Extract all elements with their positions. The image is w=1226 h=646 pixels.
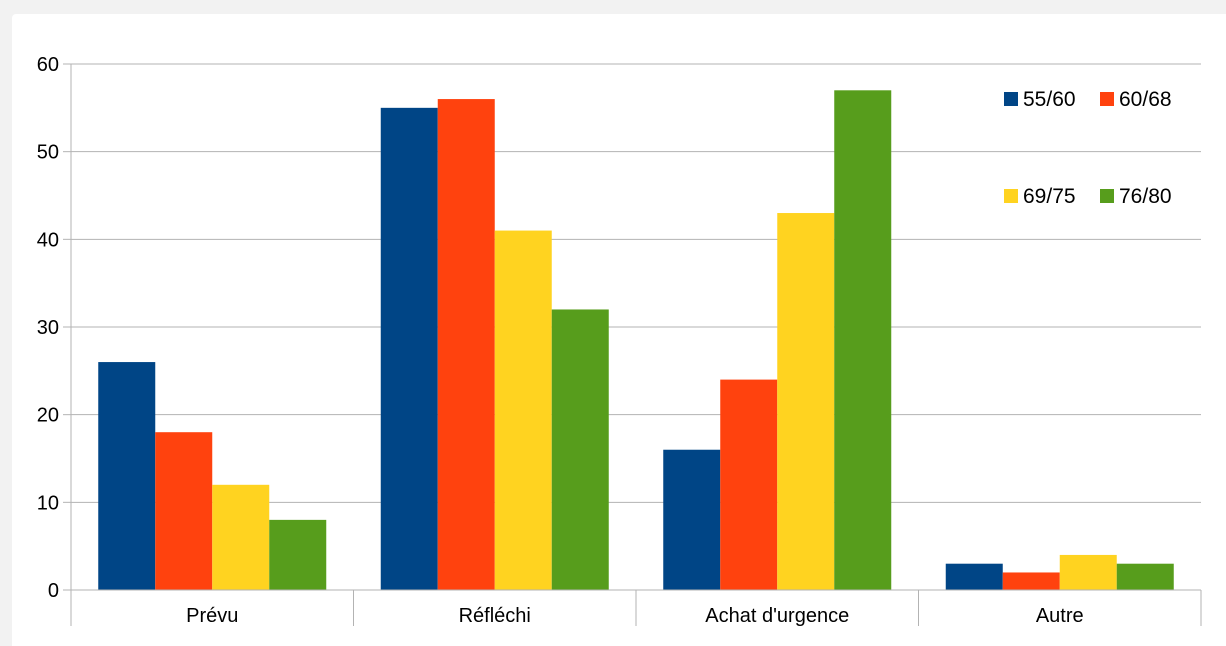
x-category-label: Réfléchi <box>459 605 531 627</box>
bars <box>98 90 1174 591</box>
bar <box>155 432 213 590</box>
bar <box>380 107 438 590</box>
legend-swatch <box>1100 92 1114 106</box>
bar <box>437 99 495 591</box>
legend-label: 60/68 <box>1119 88 1172 111</box>
bar <box>551 309 609 590</box>
legend-swatch <box>1100 189 1114 203</box>
axes <box>63 63 1202 626</box>
bar <box>663 449 721 590</box>
x-category-label: Prévu <box>186 605 238 627</box>
gridlines <box>71 63 1201 503</box>
y-tick-labels: 0 10 20 30 40 50 60 <box>37 54 59 602</box>
bar <box>1002 572 1060 590</box>
bar <box>269 519 327 590</box>
bar <box>1059 554 1117 590</box>
bar <box>777 213 835 591</box>
bar <box>834 90 892 591</box>
legend-label: 76/80 <box>1119 185 1172 208</box>
y-tick-label: 10 <box>37 492 59 514</box>
bar <box>1116 563 1174 590</box>
legend-item: 76/80 <box>1100 185 1172 208</box>
bar <box>212 484 270 590</box>
x-category-labels: Prévu Réfléchi Achat d'urgence Autre <box>186 605 1084 627</box>
x-category-label: Achat d'urgence <box>705 605 849 627</box>
legend-item: 55/60 <box>1004 88 1076 111</box>
legend-item: 60/68 <box>1100 88 1172 111</box>
y-tick-label: 20 <box>37 405 59 427</box>
y-tick-label: 40 <box>37 229 59 251</box>
legend-swatch <box>1004 189 1018 203</box>
bar <box>98 362 156 590</box>
chart-panel: 0 10 20 30 40 50 60 Prévu Réfléchi Achat d'urgen… <box>12 14 1226 646</box>
legend-item: 69/75 <box>1004 185 1076 208</box>
legend-label: 69/75 <box>1023 185 1076 208</box>
legend: 55/60 60/68 69/75 76/80 <box>1004 88 1172 208</box>
y-tick-label: 0 <box>48 580 59 602</box>
bar-chart: 0 10 20 30 40 50 60 Prévu Réfléchi Achat d'urgen… <box>37 54 1202 627</box>
y-tick-label: 50 <box>37 142 59 164</box>
y-tick-label: 30 <box>37 317 59 339</box>
x-category-label: Autre <box>1036 605 1084 627</box>
legend-label: 55/60 <box>1023 88 1076 111</box>
bar <box>720 379 778 590</box>
y-tick-label: 60 <box>37 54 59 76</box>
legend-swatch <box>1004 92 1018 106</box>
bar <box>494 230 552 591</box>
bar <box>945 563 1003 590</box>
